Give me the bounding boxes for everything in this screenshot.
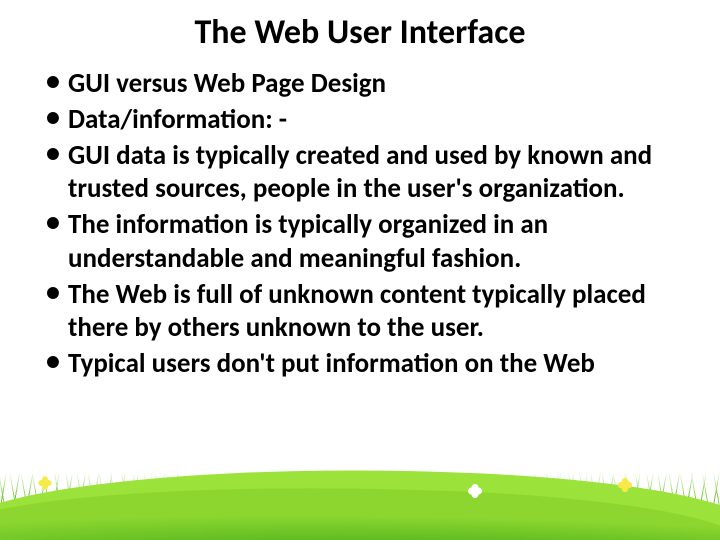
bullet-text: Data/information: - [68, 103, 287, 136]
flower-icon [472, 488, 479, 495]
grass-blades [0, 472, 720, 512]
bullet-item: The Web is full of unknown content typic… [40, 278, 680, 346]
bullet-list: GUI versus Web Page Design Data/informat… [40, 67, 680, 381]
bullet-text: GUI versus Web Page Design [68, 67, 386, 100]
bullet-text: The information is typically organized i… [68, 208, 548, 275]
bullet-text: Typical users don't put information on t… [68, 347, 595, 380]
grass-hill-front [0, 478, 720, 540]
slide: The Web User Interface GUI versus Web Pa… [0, 0, 720, 540]
bullet-item: GUI data is typically created and used b… [40, 139, 680, 207]
flower-icon [622, 482, 629, 489]
bullet-item: Typical users don't put information on t… [40, 347, 680, 381]
bullet-item: Data/information: - [40, 103, 680, 137]
grass-hill-back [0, 463, 720, 540]
bullet-item: GUI versus Web Page Design [40, 67, 680, 101]
bullet-text: The Web is full of unknown content typic… [68, 278, 646, 345]
slide-title: The Web User Interface [40, 12, 680, 53]
flower-icon [42, 480, 48, 486]
bullet-item: The information is typically organized i… [40, 208, 680, 276]
bullet-text: GUI data is typically created and used b… [68, 139, 652, 206]
grass-decoration [0, 450, 720, 540]
